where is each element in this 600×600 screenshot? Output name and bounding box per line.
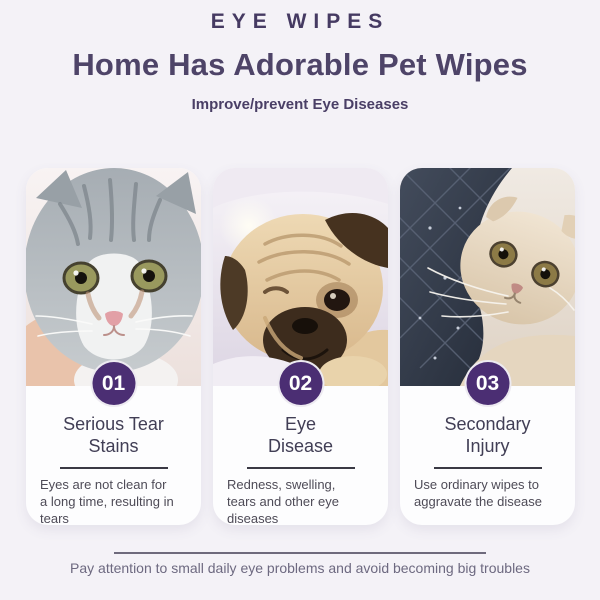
card-tear-stains: 01 Serious Tear Stains Eyes are not clea… — [26, 168, 201, 526]
card-eye-disease: 02 Eye Disease Redness, swelling, tears … — [213, 168, 388, 526]
step-badge-01: 01 — [90, 360, 137, 407]
brand-kicker: EYE WIPES — [210, 10, 390, 33]
card-text-panel: Serious Tear Stains Eyes are not clean f… — [26, 386, 201, 526]
footer-note: Pay attention to small daily eye problem… — [70, 560, 530, 576]
footer-divider — [114, 552, 486, 554]
page-subtitle: Improve/prevent Eye Diseases — [191, 96, 409, 113]
card-text-panel: Eye Disease Redness, swelling, tears and… — [213, 386, 388, 526]
cream-cat-photo — [400, 168, 575, 386]
grey-cat-illustration — [26, 168, 201, 386]
step-number: 01 — [101, 371, 126, 395]
title-divider — [246, 466, 355, 470]
card-secondary-injury: 03 Secondary Injury Use ordinary wipes t… — [400, 168, 575, 525]
card-row: 01 Serious Tear Stains Eyes are not clea… — [26, 168, 575, 526]
card-title: Serious Tear Stains — [63, 414, 164, 456]
card-description: Use ordinary wipes to aggravate the dise… — [414, 477, 542, 510]
pug-photo — [213, 168, 388, 386]
cream-cat-illustration — [400, 168, 575, 386]
title-divider — [59, 466, 168, 470]
card-title: Eye Disease — [267, 414, 334, 456]
page-title: Home Has Adorable Pet Wipes — [72, 47, 528, 82]
card-description: Redness, swelling, tears and other eye d… — [227, 477, 340, 526]
card-text-panel: Secondary Injury Use ordinary wipes to a… — [400, 386, 575, 525]
title-divider — [433, 466, 542, 470]
step-badge-03: 03 — [464, 360, 511, 407]
step-number: 03 — [475, 371, 500, 395]
card-description: Eyes are not clean for a long time, resu… — [40, 477, 174, 526]
pug-illustration — [213, 168, 388, 386]
step-number: 02 — [288, 371, 313, 395]
card-title: Secondary Injury — [444, 414, 531, 456]
step-badge-02: 02 — [277, 360, 324, 407]
grey-cat-photo — [26, 168, 201, 386]
